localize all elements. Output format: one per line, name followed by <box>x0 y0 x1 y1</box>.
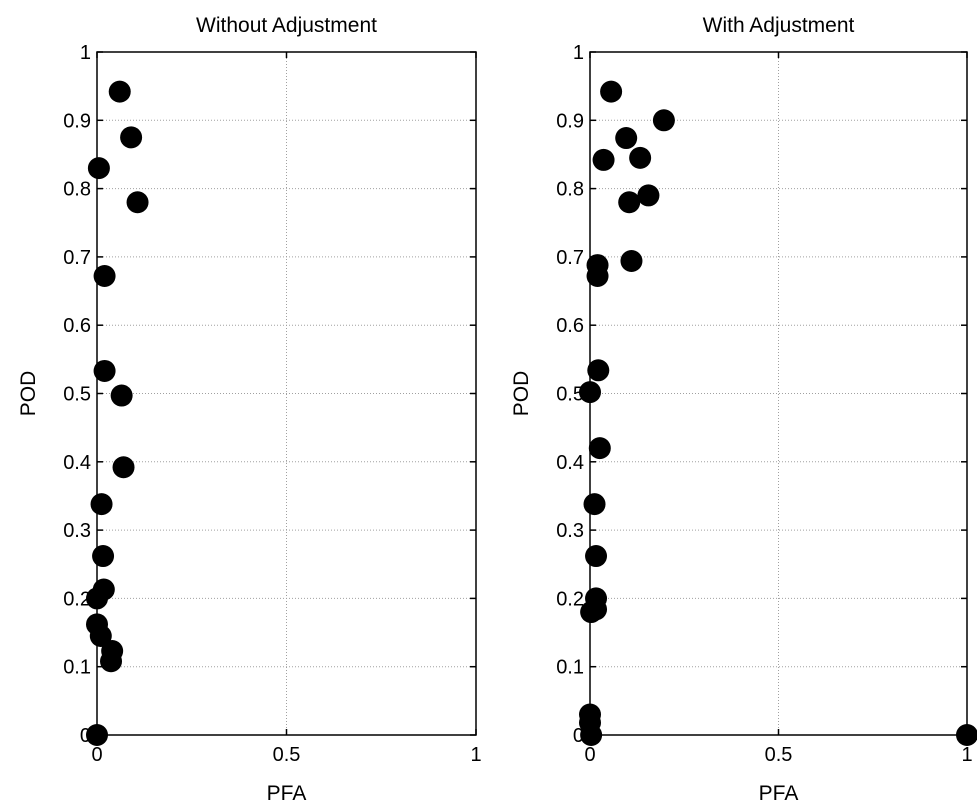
y-tick-label: 1 <box>573 42 584 64</box>
y-tick-label: 0.5 <box>556 384 584 406</box>
data-point <box>587 359 610 382</box>
data-point <box>112 456 135 479</box>
y-tick-label: 0.7 <box>556 247 584 269</box>
data-point <box>90 493 113 516</box>
y-tick-label: 1 <box>80 42 91 64</box>
data-point <box>579 381 601 404</box>
data-point <box>618 191 641 214</box>
panel-with-adjustment: 0 0.5 1 0 0.1 0.2 0.3 0.4 0.5 0.6 0.7 0.8 0.9 1 With A… <box>510 14 977 805</box>
x-tick-label: 0.5 <box>273 744 301 766</box>
y-tick-label: 0.3 <box>556 520 584 542</box>
data-point <box>93 359 116 382</box>
y-tick-label: 0.9 <box>63 110 91 132</box>
y-tick-label: 0.6 <box>63 315 91 337</box>
data-point <box>629 146 652 169</box>
x-tick-label: 1 <box>961 744 972 766</box>
data-point <box>588 437 611 460</box>
x-axis-label: PFA <box>759 782 799 805</box>
y-tick-label: 0 <box>573 725 584 747</box>
data-point <box>86 587 108 610</box>
y-tick-label: 0.1 <box>556 657 584 679</box>
y-tick-label: 0.7 <box>63 247 91 269</box>
data-point <box>652 109 675 132</box>
y-tick-label: 0.5 <box>63 384 91 406</box>
data-point <box>615 127 638 150</box>
data-point <box>956 724 977 746</box>
y-tick-label: 0.8 <box>63 179 91 201</box>
x-axis-label: PFA <box>267 782 307 805</box>
y-tick-label: 0.9 <box>556 110 584 132</box>
y-tick-label: 0.2 <box>556 588 584 610</box>
data-point <box>585 545 608 568</box>
data-point <box>586 265 609 288</box>
data-point <box>86 724 108 746</box>
data-point <box>580 601 603 624</box>
data-point <box>110 384 133 407</box>
x-tick-label: 0 <box>91 744 102 766</box>
data-point <box>89 624 112 647</box>
y-tick-label: 0.4 <box>63 452 91 474</box>
y-tick-label: 0.1 <box>63 657 91 679</box>
x-tick-label: 0.5 <box>765 744 793 766</box>
data-point <box>592 148 615 171</box>
y-axis-label: POD <box>17 371 40 417</box>
y-tick-label: 0.6 <box>556 315 584 337</box>
panel-without-adjustment: 0 0.5 1 0 0.1 0.2 0.3 0.4 0.5 0.6 0.7 0.8 0.9 1 Withou… <box>17 14 482 805</box>
x-tick-label: 0 <box>584 744 595 766</box>
data-point <box>92 545 115 568</box>
chart-title: With Adjustment <box>703 14 855 37</box>
y-tick-label: 0.3 <box>63 520 91 542</box>
data-point <box>120 126 143 149</box>
y-tick-label: 0 <box>80 725 91 747</box>
data-point <box>637 184 660 207</box>
y-tick-label: 0.8 <box>556 179 584 201</box>
data-point <box>600 80 623 103</box>
data-point <box>620 249 643 272</box>
y-tick-label: 0.2 <box>63 588 91 610</box>
y-tick-label: 0.4 <box>556 452 584 474</box>
data-point <box>580 724 603 746</box>
data-point <box>93 265 116 288</box>
x-tick-label: 1 <box>470 744 481 766</box>
chart-title: Without Adjustment <box>196 14 377 37</box>
data-point <box>100 650 123 673</box>
y-axis-label: POD <box>510 371 533 417</box>
data-point <box>108 80 131 103</box>
data-point <box>126 191 149 214</box>
data-point <box>583 493 606 516</box>
data-point <box>87 157 110 180</box>
